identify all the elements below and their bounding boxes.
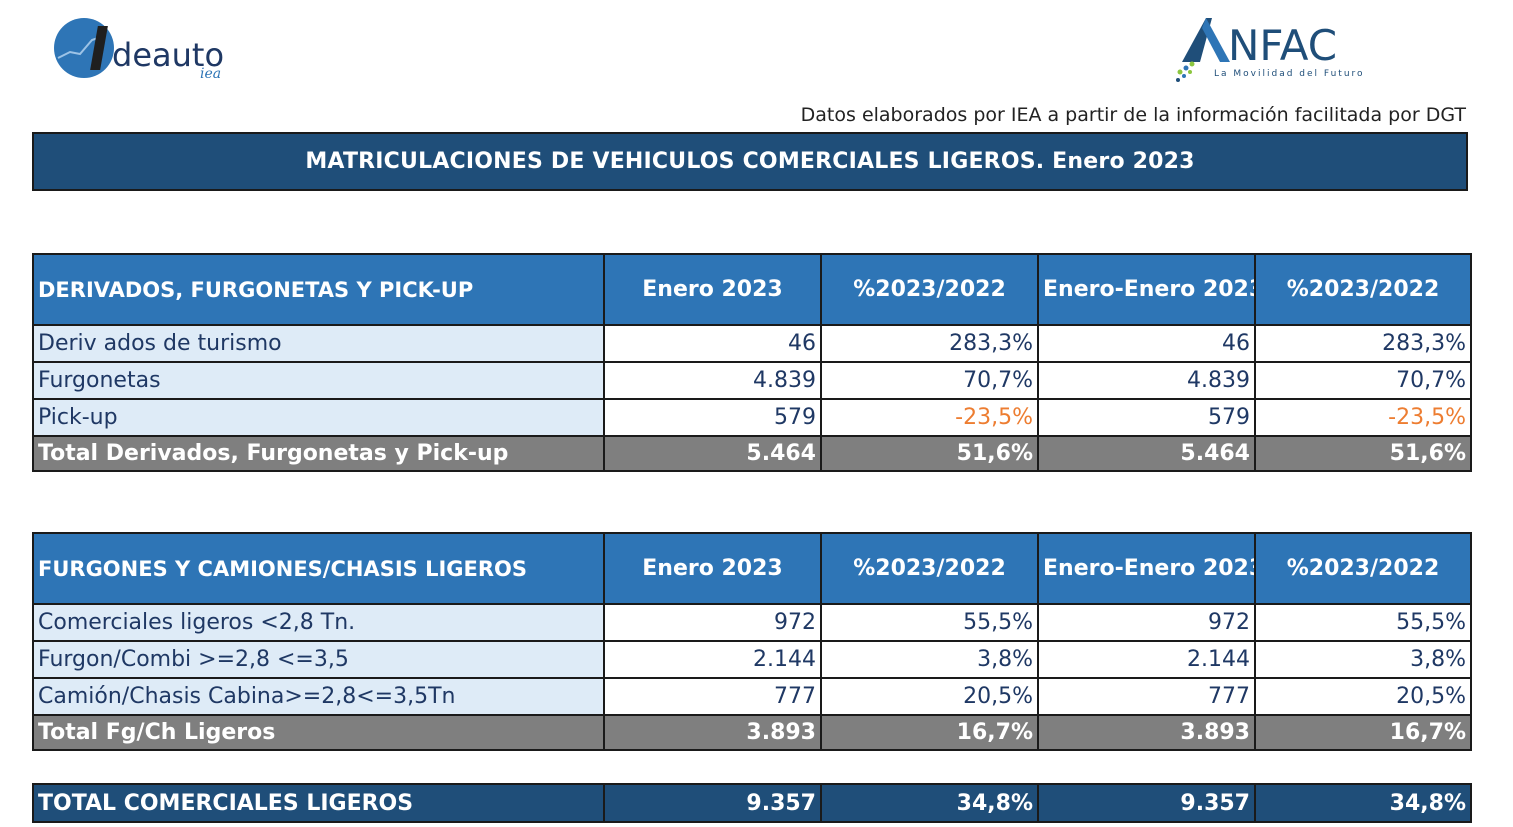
total-label: Total Derivados, Furgonetas y Pick-up xyxy=(32,435,605,472)
column-header: Enero-Enero 2023 xyxy=(1037,253,1256,326)
cell: 20,5% xyxy=(820,677,1039,716)
cell: 283,3% xyxy=(820,324,1039,363)
ideauto-logo-text: deauto xyxy=(112,36,224,74)
cell: 2.144 xyxy=(603,640,822,679)
table-row: Comerciales ligeros <2,8 Tn. 972 55,5% 9… xyxy=(32,603,1472,642)
cell: 70,7% xyxy=(1254,361,1472,400)
cell: 46 xyxy=(1037,324,1256,363)
cell-negative: -23,5% xyxy=(1254,398,1472,437)
row-label: Deriv ados de turismo xyxy=(32,324,605,363)
grand-total-row: TOTAL COMERCIALES LIGEROS 9.357 34,8% 9.… xyxy=(32,783,1472,823)
cell: 3,8% xyxy=(820,640,1039,679)
total-row: Total Derivados, Furgonetas y Pick-up 5.… xyxy=(32,435,1472,472)
column-header: %2023/2022 xyxy=(820,253,1039,326)
total-cell: 51,6% xyxy=(1254,435,1472,472)
cell: 55,5% xyxy=(820,603,1039,642)
page-title: MATRICULACIONES DE VEHICULOS COMERCIALES… xyxy=(32,132,1468,191)
column-header: %2023/2022 xyxy=(820,532,1039,605)
cell: 972 xyxy=(1037,603,1256,642)
column-header: %2023/2022 xyxy=(1254,532,1472,605)
cell: 3,8% xyxy=(1254,640,1472,679)
column-header: %2023/2022 xyxy=(1254,253,1472,326)
cell: 579 xyxy=(603,398,822,437)
column-header: DERIVADOS, FURGONETAS Y PICK-UP xyxy=(32,253,605,326)
total-label: Total Fg/Ch Ligeros xyxy=(32,714,605,751)
derivados-table: DERIVADOS, FURGONETAS Y PICK-UP Enero 20… xyxy=(32,253,1472,472)
anfac-logo: NFAC La Movilidad del Futuro xyxy=(1172,14,1402,84)
total-row: Total Fg/Ch Ligeros 3.893 16,7% 3.893 16… xyxy=(32,714,1472,751)
table-header-row: DERIVADOS, FURGONETAS Y PICK-UP Enero 20… xyxy=(32,253,1472,326)
column-header: FURGONES Y CAMIONES/CHASIS LIGEROS xyxy=(32,532,605,605)
table-row: Camión/Chasis Cabina>=2,8<=3,5Tn 777 20,… xyxy=(32,677,1472,716)
cell: 70,7% xyxy=(820,361,1039,400)
cell: 55,5% xyxy=(1254,603,1472,642)
total-cell: 3.893 xyxy=(1037,714,1256,751)
grand-total-cell: 9.357 xyxy=(1037,783,1256,823)
cell: 2.144 xyxy=(1037,640,1256,679)
column-header: Enero 2023 xyxy=(603,532,822,605)
grand-total-cell: 9.357 xyxy=(603,783,822,823)
cell: 283,3% xyxy=(1254,324,1472,363)
grand-total-cell: 34,8% xyxy=(820,783,1039,823)
grand-total-cell: 34,8% xyxy=(1254,783,1472,823)
anfac-logo-text: NFAC xyxy=(1228,21,1337,70)
cell: 20,5% xyxy=(1254,677,1472,716)
column-header: Enero 2023 xyxy=(603,253,822,326)
cell: 777 xyxy=(1037,677,1256,716)
source-note: Datos elaborados por IEA a partir de la … xyxy=(800,104,1466,126)
cell: 972 xyxy=(603,603,822,642)
table-header-row: FURGONES Y CAMIONES/CHASIS LIGEROS Enero… xyxy=(32,532,1472,605)
cell-negative: -23,5% xyxy=(820,398,1039,437)
cell: 579 xyxy=(1037,398,1256,437)
total-cell: 16,7% xyxy=(820,714,1039,751)
row-label: Furgonetas xyxy=(32,361,605,400)
column-header: Enero-Enero 2023 xyxy=(1037,532,1256,605)
ideauto-logo: deauto iea xyxy=(50,14,270,84)
row-label: Pick-up xyxy=(32,398,605,437)
total-cell: 51,6% xyxy=(820,435,1039,472)
table-row: Furgon/Combi >=2,8 <=3,5 2.144 3,8% 2.14… xyxy=(32,640,1472,679)
total-cell: 16,7% xyxy=(1254,714,1472,751)
total-cell: 5.464 xyxy=(1037,435,1256,472)
ideauto-logo-sub: iea xyxy=(200,66,221,82)
row-label: Camión/Chasis Cabina>=2,8<=3,5Tn xyxy=(32,677,605,716)
cell: 4.839 xyxy=(1037,361,1256,400)
furgones-table: FURGONES Y CAMIONES/CHASIS LIGEROS Enero… xyxy=(32,532,1472,751)
total-cell: 5.464 xyxy=(603,435,822,472)
anfac-tagline: La Movilidad del Futuro xyxy=(1214,69,1365,79)
grand-total-table: TOTAL COMERCIALES LIGEROS 9.357 34,8% 9.… xyxy=(32,783,1472,823)
row-label: Furgon/Combi >=2,8 <=3,5 xyxy=(32,640,605,679)
cell: 4.839 xyxy=(603,361,822,400)
table-row: Furgonetas 4.839 70,7% 4.839 70,7% xyxy=(32,361,1472,400)
table-row: Pick-up 579 -23,5% 579 -23,5% xyxy=(32,398,1472,437)
total-cell: 3.893 xyxy=(603,714,822,751)
grand-total-label: TOTAL COMERCIALES LIGEROS xyxy=(32,783,605,823)
row-label: Comerciales ligeros <2,8 Tn. xyxy=(32,603,605,642)
table-row: Deriv ados de turismo 46 283,3% 46 283,3… xyxy=(32,324,1472,363)
cell: 777 xyxy=(603,677,822,716)
cell: 46 xyxy=(603,324,822,363)
